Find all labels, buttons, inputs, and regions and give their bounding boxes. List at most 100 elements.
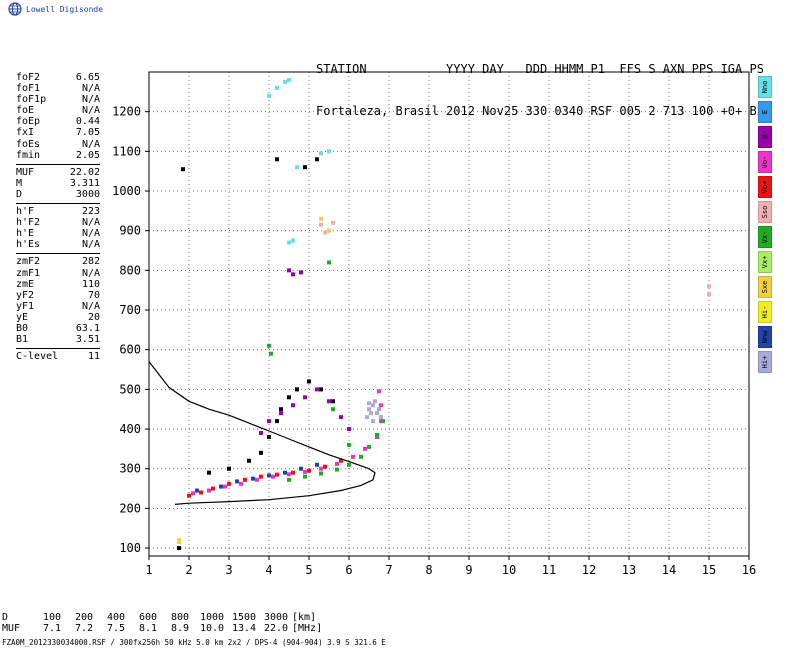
echo-point	[269, 351, 273, 356]
echo-point	[267, 343, 271, 348]
x-tick-label: 6	[345, 563, 352, 577]
echo-point	[279, 407, 283, 412]
x-tick-label: 14	[662, 563, 676, 577]
x-tick-label: 15	[702, 563, 716, 577]
param-row: C-level 11	[16, 351, 100, 362]
echo-point	[303, 395, 307, 400]
param-value: 0.44	[75, 116, 100, 128]
muf-value: 7.5	[106, 623, 126, 634]
param-name: yF2	[16, 289, 35, 301]
legend-swatch: W	[758, 126, 772, 148]
param-value: 7.05	[75, 127, 100, 139]
echo-point	[259, 450, 263, 455]
param-value: 2.05	[75, 149, 100, 161]
echo-point	[275, 85, 279, 90]
legend-swatch: Sso	[758, 201, 772, 223]
param-row: D 3000	[16, 189, 100, 200]
echo-point	[283, 79, 287, 84]
echo-point	[219, 484, 223, 489]
distance-row: D 100 200 400 600 800 1000 1500 3000 [km]	[2, 612, 322, 623]
param-divider	[16, 163, 100, 165]
param-row: zmF1 N/A	[16, 268, 100, 279]
echo-point	[303, 165, 307, 170]
param-name: B0	[16, 322, 29, 334]
x-tick-label: 4	[265, 563, 272, 577]
echo-point	[335, 461, 339, 466]
param-value: 63.1	[75, 322, 100, 334]
echo-point	[351, 454, 355, 459]
echo-point	[247, 458, 251, 463]
echo-point	[275, 472, 279, 477]
echo-point	[235, 479, 239, 484]
muf-table: D 100 200 400 600 800 1000 1500 3000 [km] MUF 7…	[2, 612, 322, 634]
param-value: N/A	[81, 239, 100, 251]
y-tick-label: 700	[119, 303, 141, 317]
param-name: foEs	[16, 138, 41, 150]
legend-swatch: E	[758, 101, 772, 123]
param-row: yE 20	[16, 312, 100, 323]
muf-value: 8.9	[170, 623, 190, 634]
profile-line	[148, 361, 376, 505]
echo-point	[327, 399, 331, 404]
brand: Lowell Digisonde	[8, 2, 103, 16]
param-row: B1 3.51	[16, 334, 100, 345]
echo-point	[259, 474, 263, 479]
echo-point	[381, 419, 385, 424]
echo-point	[315, 387, 319, 392]
param-name: h'E	[16, 228, 35, 240]
echo-point	[339, 415, 343, 420]
y-tick-label: 500	[119, 382, 141, 396]
echo-point	[331, 220, 335, 225]
distance-value: 400	[106, 612, 126, 623]
muf-value: 10.0	[199, 623, 225, 634]
x-tick-label: 2	[185, 563, 192, 577]
echo-point	[319, 387, 323, 392]
param-row: yF2 70	[16, 290, 100, 301]
param-name: fmin	[16, 149, 41, 161]
y-tick-label: 100	[119, 541, 141, 555]
echo-point	[239, 481, 243, 486]
distance-value: 3000	[263, 612, 289, 623]
echo-point	[299, 466, 303, 471]
echo-point	[279, 411, 283, 416]
echo-point	[347, 427, 351, 432]
echo-point	[379, 415, 383, 420]
param-name: foE	[16, 105, 35, 117]
echo-point	[199, 490, 203, 495]
file-info: FZA0M_2012330034000.RSF / 300fx256h 50 k…	[2, 638, 386, 647]
param-value: 20	[87, 311, 100, 323]
param-value: N/A	[81, 138, 100, 150]
echo-point	[377, 389, 381, 394]
echo-point	[347, 442, 351, 447]
echo-point	[291, 470, 295, 475]
echo-point	[707, 284, 711, 289]
param-value: 110	[81, 278, 100, 290]
param-name: MUF	[16, 166, 35, 178]
echo-point	[307, 379, 311, 384]
x-tick-label: 12	[582, 563, 596, 577]
echo-point	[287, 240, 291, 245]
y-tick-label: 400	[119, 422, 141, 436]
y-tick-label: 1100	[112, 144, 141, 158]
y-tick-label: 600	[119, 343, 141, 357]
distance-value: 200	[74, 612, 94, 623]
param-value: N/A	[81, 217, 100, 229]
y-tick-label: 200	[119, 501, 141, 515]
echo-point	[191, 491, 195, 496]
param-row: B0 63.1	[16, 323, 100, 334]
param-name: zmF2	[16, 256, 41, 268]
legend-swatch: Vx-	[758, 226, 772, 248]
param-row: M 3.311	[16, 178, 100, 189]
distance-unit: [km]	[292, 612, 317, 623]
legend-swatch: Nno	[758, 76, 772, 98]
param-value: 282	[81, 256, 100, 268]
param-value: 3.51	[75, 334, 100, 346]
x-tick-label: 3	[225, 563, 232, 577]
param-name: h'F	[16, 206, 35, 218]
muf-label: MUF	[2, 623, 21, 634]
echo-point	[315, 157, 319, 162]
echo-point	[335, 467, 339, 472]
echo-point	[275, 157, 279, 162]
legend-swatch: Vo+	[758, 176, 772, 198]
